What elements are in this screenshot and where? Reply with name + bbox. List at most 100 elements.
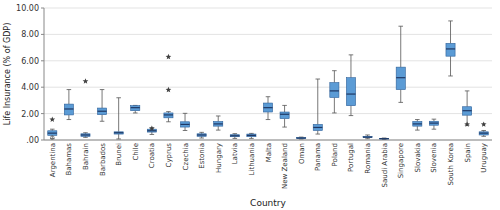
- x-tick-label: Romania: [364, 143, 372, 174]
- grid-line: [44, 34, 492, 35]
- x-axis-label: Country: [250, 198, 286, 208]
- box-group: [98, 90, 107, 122]
- box-group: [463, 91, 472, 127]
- box: [396, 67, 405, 89]
- whisker-high: [218, 116, 219, 122]
- x-axis-line: [44, 140, 492, 141]
- cap-low: [216, 130, 221, 131]
- x-tick-label: Oman: [298, 143, 306, 164]
- median: [380, 138, 389, 139]
- cap-low: [432, 129, 437, 130]
- x-tick-label: Argentina: [49, 143, 57, 177]
- whisker-high: [400, 26, 401, 67]
- whisker-low: [334, 97, 335, 112]
- cap-high: [216, 115, 221, 116]
- x-tick-label: Barbados: [99, 143, 107, 176]
- cap-low: [448, 75, 453, 76]
- x-tick-label: Latvia: [231, 143, 239, 164]
- x-tick-label: Chile: [132, 143, 140, 161]
- box: [346, 78, 355, 106]
- x-tick-label: Spain: [464, 143, 472, 163]
- box-group: [280, 105, 289, 127]
- grid-line: [44, 60, 492, 61]
- cap-high: [116, 97, 121, 98]
- box-group: [180, 113, 189, 130]
- box: [180, 122, 189, 127]
- box-group: [313, 79, 322, 134]
- cap-low: [233, 138, 238, 139]
- box-group: [147, 125, 156, 134]
- median: [263, 107, 272, 108]
- median: [197, 134, 206, 135]
- flier-high: [166, 87, 172, 92]
- cap-low: [150, 134, 155, 135]
- whisker-low: [68, 115, 69, 120]
- box-group: [396, 26, 405, 102]
- cap-high: [315, 79, 320, 80]
- cap-low: [398, 102, 403, 103]
- box-group: [363, 135, 372, 139]
- box-group: [247, 133, 256, 138]
- box-group: [429, 119, 438, 129]
- y-tick-label: 8.00: [21, 30, 39, 39]
- box-group: [479, 121, 488, 136]
- x-tick-label: Croatia: [148, 143, 156, 168]
- y-axis-label: Life Insurance (% of GDP): [3, 23, 12, 126]
- median: [346, 93, 355, 94]
- cap-low: [481, 136, 486, 137]
- whisker-high: [467, 91, 468, 107]
- grid-line: [44, 87, 492, 88]
- median: [280, 114, 289, 115]
- x-tick-label: Slovakia: [414, 143, 422, 172]
- x-tick-label: Czechia: [182, 143, 190, 170]
- x-tick-label: South Korea: [447, 143, 455, 185]
- plot-area: [48, 21, 489, 139]
- cap-high: [432, 119, 437, 120]
- median: [230, 135, 239, 136]
- x-tick-label: New Zealand: [281, 143, 289, 189]
- cap-high: [332, 70, 337, 71]
- whisker-low: [433, 125, 434, 129]
- whisker-high: [68, 90, 69, 105]
- median: [413, 123, 422, 124]
- box: [131, 106, 140, 111]
- cap-high: [448, 20, 453, 21]
- whisker-high: [268, 97, 269, 103]
- box: [164, 113, 173, 118]
- whisker-low: [350, 106, 351, 116]
- x-tick-label: Portugal: [347, 143, 355, 172]
- whisker-high: [350, 55, 351, 78]
- median: [247, 135, 256, 136]
- box: [48, 131, 57, 136]
- whisker-low: [118, 134, 119, 139]
- box-group: [330, 71, 339, 113]
- whisker-high: [284, 105, 285, 112]
- x-tick-label: Panama: [314, 143, 322, 171]
- y-axis-line: [44, 8, 45, 140]
- median: [429, 123, 438, 124]
- box-group: [214, 116, 223, 130]
- x-tick-label: Bahamas: [65, 143, 73, 176]
- y-tick-label: 4.00: [21, 83, 39, 92]
- y-tick-label: 6.00: [21, 57, 39, 66]
- median: [330, 90, 339, 91]
- box: [313, 124, 322, 130]
- box: [446, 43, 455, 56]
- box: [81, 134, 90, 137]
- median: [180, 124, 189, 125]
- y-tick-label: 2.00: [21, 110, 39, 119]
- whisker-high: [317, 79, 318, 124]
- cap-high: [398, 26, 403, 27]
- y-axis: .002.004.006.008.0010.00: [16, 4, 492, 145]
- flier-high: [464, 121, 470, 126]
- cap-high: [83, 132, 88, 133]
- box-group: [230, 134, 239, 139]
- box: [263, 103, 272, 112]
- box-group: [297, 137, 306, 139]
- median: [396, 77, 405, 78]
- cap-high: [166, 111, 171, 112]
- cap-low: [249, 138, 254, 139]
- whisker-high: [118, 98, 119, 132]
- whisker-low: [185, 127, 186, 130]
- whisker-low: [450, 56, 451, 76]
